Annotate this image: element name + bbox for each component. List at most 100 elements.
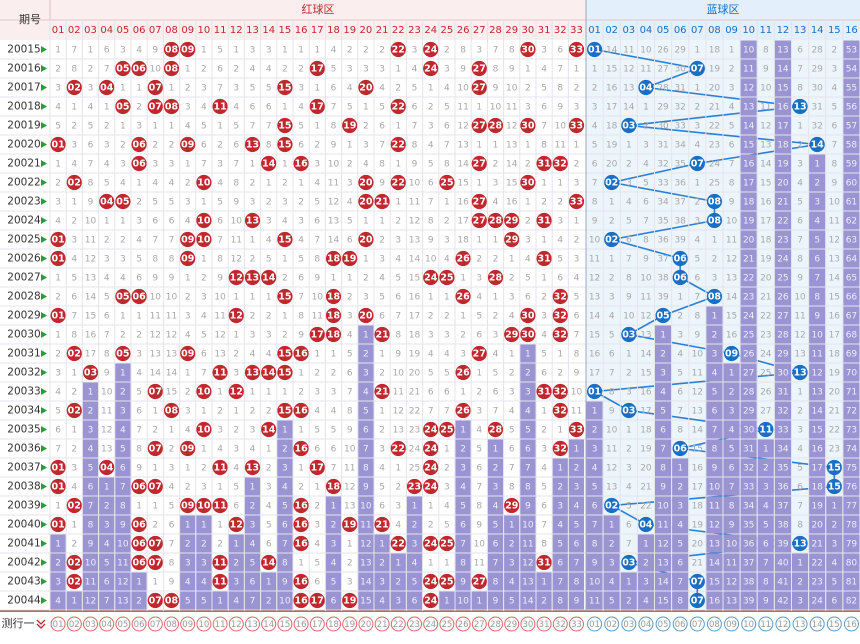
- omission: 2: [266, 312, 272, 322]
- red-ball-number: 08: [165, 102, 179, 113]
- omission: 3: [694, 122, 700, 132]
- omission: 1: [493, 141, 499, 151]
- footer-circle: [196, 616, 212, 632]
- footer-circle: [147, 616, 163, 632]
- omission: 37: [674, 198, 685, 208]
- omission: 26: [777, 293, 789, 303]
- layer-cell: [82, 553, 99, 572]
- omission: 1: [395, 160, 401, 170]
- omission: 7: [660, 445, 666, 455]
- omission: 4: [233, 103, 239, 113]
- omission: 6: [677, 559, 683, 569]
- layer-cell: [390, 553, 406, 572]
- omission: 4: [541, 65, 547, 75]
- blue-ball-number: 08: [708, 216, 722, 227]
- omission: 4: [493, 198, 499, 208]
- omission: 2: [266, 597, 272, 607]
- omission: 12: [692, 388, 703, 398]
- omission: 6: [814, 255, 820, 265]
- layer-cell: [603, 591, 620, 610]
- layer-cell: [809, 363, 826, 382]
- issue-arrow: [41, 84, 47, 91]
- layer-cell: [843, 192, 860, 211]
- omission: 1: [201, 198, 207, 208]
- omission: 9: [797, 274, 803, 284]
- omission: 9: [314, 274, 320, 284]
- omission: 6: [412, 597, 418, 607]
- omission: 1: [395, 559, 401, 569]
- footer-number: 06: [675, 620, 686, 630]
- layer-cell: [228, 591, 244, 610]
- omission: 1: [201, 521, 207, 531]
- omission: 11: [474, 559, 485, 569]
- layer-cell: [757, 515, 774, 534]
- footer-number: 01: [53, 620, 64, 630]
- omission: 19: [692, 521, 704, 531]
- omission: 2: [694, 103, 700, 113]
- red-ball-number: 12: [230, 520, 243, 531]
- red-ball-number: 25: [440, 425, 453, 436]
- red-ball: [147, 79, 163, 96]
- layer-cell: [774, 496, 791, 515]
- layer-cell: [655, 572, 672, 591]
- footer-circle: [309, 616, 325, 632]
- red-ball: [390, 136, 406, 153]
- layer-cell: [843, 344, 860, 363]
- red-zone-title: 红球区: [302, 2, 335, 16]
- layer-cell: [843, 287, 860, 306]
- omission: 2: [363, 122, 369, 132]
- omission: 1: [677, 293, 683, 303]
- omission: 3: [55, 369, 61, 379]
- omission: 13: [829, 255, 840, 265]
- issue: 20028: [7, 291, 40, 303]
- omission: 9: [493, 84, 499, 94]
- red-ball: [487, 269, 504, 286]
- omission: 10: [85, 217, 97, 227]
- red-ball-number: 31: [537, 159, 550, 170]
- red-ball-number: 25: [440, 577, 453, 588]
- layer-cell: [358, 420, 374, 439]
- omission: 6: [282, 521, 288, 531]
- column-label: 04: [100, 25, 113, 36]
- omission: 4: [509, 312, 515, 322]
- omission: 8: [314, 255, 320, 265]
- layer-cell: [568, 496, 585, 515]
- omission: 25: [409, 464, 420, 474]
- layer-cell: [115, 420, 131, 439]
- layer-cell: [655, 496, 672, 515]
- omission: 38: [674, 217, 686, 227]
- omission: 72: [846, 407, 857, 417]
- omission: 22: [743, 274, 754, 284]
- omission: 4: [677, 350, 683, 360]
- layer-cell: [655, 363, 672, 382]
- omission: 39: [674, 236, 686, 246]
- omission: 7: [476, 483, 482, 493]
- red-ball-number: 20: [359, 235, 373, 246]
- layer-cell: [706, 325, 723, 344]
- omission: 9: [88, 540, 94, 550]
- omission: 65: [846, 274, 857, 284]
- omission: 1: [282, 103, 288, 113]
- omission: 7: [331, 103, 337, 113]
- omission: 1: [314, 84, 320, 94]
- omission: 4: [233, 597, 239, 607]
- blue-ball-number: 02: [605, 235, 618, 246]
- red-ball-number: 22: [392, 45, 405, 56]
- omission: 1: [250, 388, 256, 398]
- red-ball: [293, 573, 309, 590]
- footer-number: 16: [296, 620, 307, 630]
- red-ball: [244, 212, 261, 229]
- red-ball-number: 32: [554, 406, 567, 417]
- footer-circle: [689, 616, 705, 632]
- omission: 21: [811, 540, 822, 550]
- omission: 3: [169, 464, 175, 474]
- omission: 12: [360, 540, 371, 550]
- red-ball: [50, 459, 66, 476]
- layer-cell: [180, 572, 196, 591]
- omission: 6: [412, 103, 418, 113]
- layer-cell: [672, 553, 689, 572]
- omission: 15: [829, 293, 840, 303]
- layer-cell: [277, 534, 293, 553]
- red-ball-number: 07: [149, 558, 162, 569]
- omission: 4: [233, 464, 239, 474]
